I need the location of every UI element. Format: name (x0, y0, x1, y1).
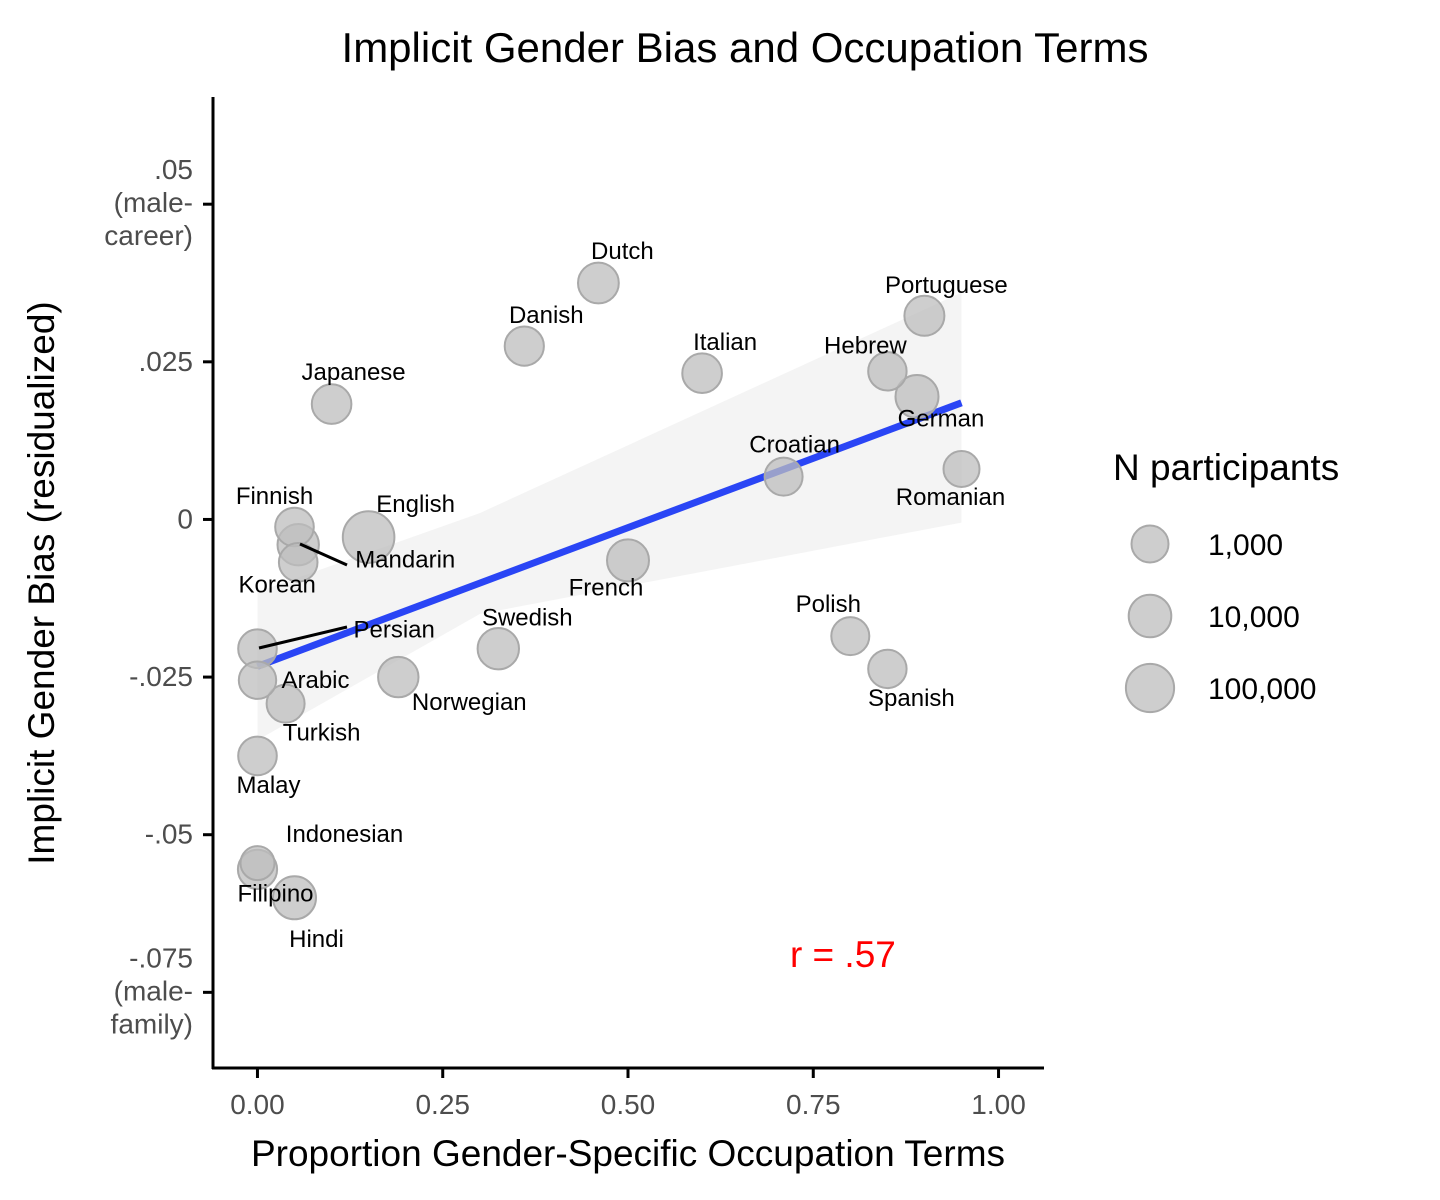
point-label-spanish: Spanish (868, 685, 955, 712)
correlation-annotation: r = .57 (790, 934, 896, 975)
point-label-danish: Danish (509, 302, 584, 329)
y-tick-label: -.075 (male-family) (111, 942, 193, 1039)
legend-key-100000 (1124, 662, 1176, 714)
point-malay (237, 735, 278, 777)
point-label-french: French (569, 574, 644, 601)
legend: N participants 1,000 10,000 100,000 (1113, 447, 1339, 714)
point-romanian (942, 450, 981, 488)
x-tick-label: 0.50 (601, 1089, 656, 1120)
legend-label: 10,000 (1208, 601, 1300, 634)
x-tick-label: 0.00 (230, 1089, 285, 1120)
point-label-portuguese: Portuguese (885, 272, 1008, 299)
point-label-croatian: Croatian (749, 432, 840, 459)
x-tick-label: 1.00 (971, 1089, 1026, 1120)
point-norwegian (377, 655, 420, 699)
confidence-band-area (257, 292, 962, 741)
point-labels: Dutch Danish Italian Portuguese Hebrew German… (236, 238, 1008, 953)
legend-label: 100,000 (1208, 673, 1316, 706)
y-axis-title: Implicit Gender Bias (residualized) (21, 301, 62, 864)
point-label-hindi: Hindi (289, 926, 344, 953)
point-swedish (476, 627, 520, 671)
x-tick-label: 0.75 (786, 1089, 841, 1120)
point-label-dutch: Dutch (591, 238, 654, 265)
regression-line (256, 399, 963, 670)
point-label-finnish: Finnish (236, 483, 313, 510)
legend-title: N participants (1113, 447, 1339, 488)
point-label-swedish: Swedish (482, 605, 573, 632)
point-label-italian: Italian (693, 329, 757, 356)
point-english (341, 510, 396, 564)
legend-key-10000 (1127, 593, 1173, 639)
y-tick-label: 0 (177, 503, 193, 534)
point-portuguese (903, 294, 946, 337)
point-label-indonesian: Indonesian (286, 821, 403, 848)
point-arabic (237, 660, 278, 700)
point-french (606, 538, 650, 583)
leader-lines (258, 542, 348, 650)
leader-line-persian (258, 625, 348, 650)
point-label-polish: Polish (796, 591, 861, 618)
point-croatian (763, 456, 804, 497)
points-group (236, 261, 981, 921)
point-label-persian: Persian (354, 617, 435, 644)
regression-line-group (256, 399, 963, 670)
point-danish (503, 325, 545, 367)
point-polish (830, 616, 871, 657)
point-korean (277, 542, 319, 583)
point-dutch (577, 261, 620, 305)
point-label-turkish: Turkish (283, 720, 361, 747)
point-hindi (272, 875, 317, 921)
point-label-english: English (376, 491, 455, 518)
point-label-german: German (898, 406, 985, 433)
y-ticks: .05 (male-career) .025 0 -.025 -.05 -.075 (male… (104, 154, 213, 1039)
chart-title: Implicit Gender Bias and Occupation Term… (342, 24, 1149, 71)
point-label-norwegian: Norwegian (412, 689, 527, 716)
point-label-korean: Korean (239, 571, 316, 598)
point-label-romanian: Romanian (896, 484, 1005, 511)
leader-line-mandarin (299, 542, 348, 567)
point-japanese (310, 383, 353, 425)
point-italian (681, 352, 723, 395)
point-german (894, 374, 940, 419)
point-indonesian (239, 845, 276, 882)
x-tick-label: 0.25 (415, 1089, 470, 1120)
point-label-filipino: Filipino (237, 880, 313, 907)
point-turkish (265, 683, 306, 724)
y-tick-label: -.025 (129, 661, 193, 692)
legend-key-1000 (1130, 524, 1170, 564)
y-tick-label: .05 (male-career) (104, 154, 193, 251)
x-ticks: 0.00 0.25 0.50 0.75 1.00 (230, 1068, 1026, 1120)
point-hebrew (867, 351, 908, 392)
point-label-mandarin: Mandarin (355, 547, 455, 574)
x-axis-title: Proportion Gender-Specific Occupation Te… (251, 1133, 1005, 1174)
point-label-hebrew: Hebrew (824, 332, 907, 359)
point-spanish (867, 648, 908, 690)
point-label-japanese: Japanese (302, 359, 406, 386)
legend-label: 1,000 (1208, 529, 1283, 562)
point-finnish (274, 506, 315, 548)
point-label-arabic: Arabic (281, 667, 349, 694)
y-tick-label: .025 (139, 346, 194, 377)
confidence-band (257, 292, 962, 741)
y-tick-label: -.05 (145, 819, 193, 850)
point-label-malay: Malay (236, 772, 300, 799)
